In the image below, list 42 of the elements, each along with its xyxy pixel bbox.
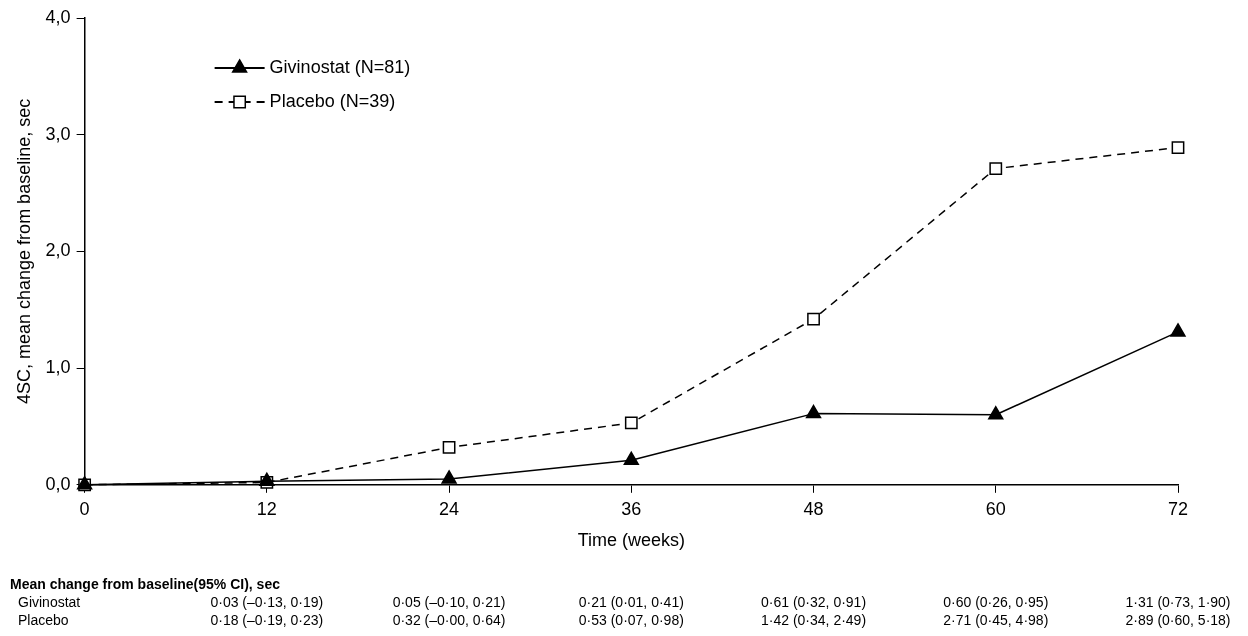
point (623, 451, 639, 466)
y-tick-label: 2,0 (45, 240, 71, 261)
x-tick-label: 36 (621, 498, 642, 519)
x-tick-label: 60 (985, 498, 1006, 519)
text: 0·53 (0·07, 0·98) (578, 611, 684, 628)
text: 0·32 (–0·00, 0·64) (392, 611, 506, 628)
point (441, 470, 457, 484)
text: 0·18 (–0·19, 0·23) (210, 611, 324, 628)
point (442, 441, 456, 454)
x-axis-title: Time (weeks) (577, 530, 685, 551)
point (624, 416, 638, 430)
y-axis-title: 4SC, mean change from baseline, sec (13, 98, 34, 404)
text: 0·05 (–0·10, 0·21) (392, 593, 506, 610)
x-tick-label: 72 (1167, 498, 1189, 519)
text: 2·71 (0·45, 4·98) (943, 611, 1049, 628)
y-tick-label: 3,0 (45, 123, 71, 144)
y-tick-label: 1,0 (45, 357, 71, 378)
x-tick-label: 24 (439, 498, 460, 519)
text: 2·89 (0·60, 5·18) (1125, 611, 1231, 628)
x-tick-label: 12 (256, 498, 277, 519)
text: 0·61 (0·32, 0·91) (761, 593, 867, 610)
point (805, 404, 822, 419)
text: Givinostat (18, 593, 81, 610)
text: 0·03 (–0·13, 0·19) (210, 593, 324, 610)
text: Placebo (18, 611, 69, 628)
x-tick-label: 48 (803, 498, 824, 519)
text: 0·21 (0·01, 0·41) (578, 593, 684, 610)
text: 0·60 (0·26, 0·95) (943, 593, 1049, 610)
point (988, 406, 1004, 420)
point (259, 472, 275, 487)
text: 1·42 (0·34, 2·49) (761, 611, 867, 628)
x-tick-label: 0 (79, 498, 90, 519)
y-tick-label: 0,0 (45, 473, 71, 494)
point (1170, 323, 1186, 337)
point (807, 312, 820, 326)
text: Mean change from baseline(95% CI), sec (10, 575, 281, 592)
legend-label: Placebo (N=39) (269, 90, 396, 111)
point (989, 162, 1003, 175)
y-tick-label: 4,0 (45, 6, 71, 27)
point (1171, 141, 1185, 154)
legend-label: Givinostat (N=81) (269, 56, 411, 77)
text: 1·31 (0·73, 1·90) (1125, 593, 1231, 610)
